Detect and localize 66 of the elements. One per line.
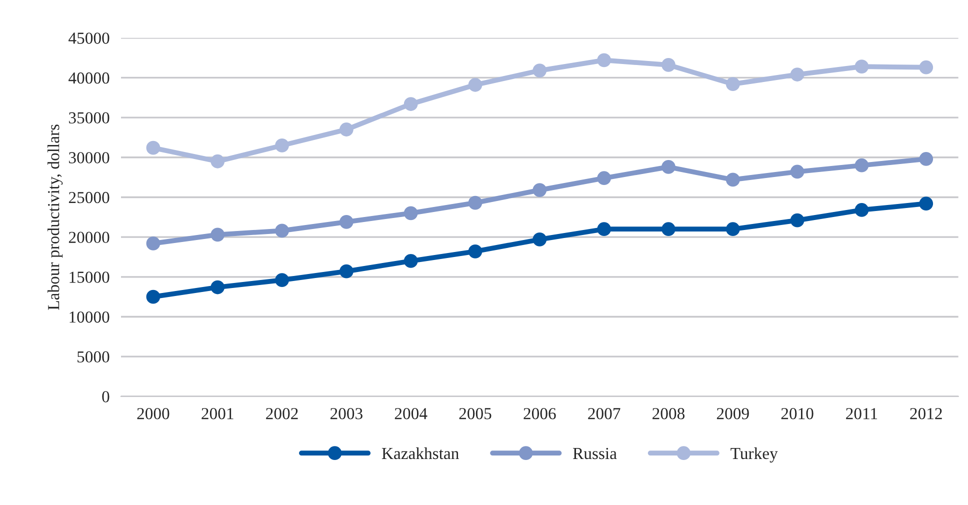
point: [210, 280, 225, 294]
point: [662, 58, 676, 72]
y-axis-title: Labour productivity, dollars: [48, 124, 63, 310]
point: [919, 196, 934, 211]
y-tick-label: 0: [102, 391, 110, 402]
point: [854, 158, 869, 172]
point: [210, 154, 225, 168]
legend-label: Turkey: [730, 447, 778, 463]
x-tick-label: 2007: [588, 408, 620, 420]
point: [919, 152, 934, 166]
x-tick-label: 2006: [524, 408, 556, 420]
point: [532, 232, 547, 246]
point: [210, 228, 225, 242]
y-tick-label: 15000: [70, 272, 110, 283]
point: [790, 164, 804, 179]
point: [275, 138, 289, 152]
point: [532, 64, 547, 78]
x-tick-label: 2009: [716, 408, 749, 420]
x-tick-label: 2004: [394, 408, 428, 420]
point: [726, 77, 740, 92]
point: [468, 196, 482, 210]
x-tick-label: 2002: [266, 408, 298, 420]
y-tick-label: 30000: [69, 152, 110, 164]
point: [275, 224, 289, 238]
x-tick-label: 2001: [202, 408, 234, 420]
point: [339, 214, 354, 229]
point: [532, 183, 547, 198]
point: [597, 53, 612, 68]
point: [854, 60, 869, 74]
point: [146, 140, 160, 155]
point: [597, 222, 612, 236]
point: [275, 273, 289, 288]
point: [726, 222, 740, 236]
y-tick-label: 35000: [69, 112, 110, 124]
point: [468, 244, 482, 258]
point: [404, 206, 418, 220]
point: [790, 68, 804, 82]
x-tick-label: 2010: [781, 408, 814, 420]
y-tick-label: 40000: [68, 72, 110, 84]
y-tick-label: 20000: [68, 232, 110, 244]
point: [790, 213, 804, 228]
point: [404, 97, 418, 111]
legend-label: Russia: [573, 448, 617, 460]
point: [919, 60, 934, 74]
point: [726, 172, 740, 187]
x-tick-label: 2012: [910, 408, 942, 420]
y-tick-label: 10000: [70, 311, 110, 323]
x-tick-label: 2000: [137, 408, 170, 420]
point: [146, 290, 160, 304]
y-tick-label: 45000: [68, 32, 110, 44]
y-tick-label: 25000: [68, 192, 110, 204]
point: [662, 222, 676, 236]
legend-label: Kazakhstan: [382, 447, 459, 460]
x-tick-label: 2003: [330, 408, 362, 420]
point: [468, 78, 482, 92]
x-tick-label: 2005: [459, 408, 492, 420]
point: [662, 160, 676, 174]
y-tick-label: 5000: [78, 351, 110, 363]
x-tick-label: 2011: [846, 408, 878, 420]
point: [339, 264, 354, 278]
point: [854, 203, 869, 217]
point: [339, 122, 354, 136]
x-tick-label: 2008: [652, 408, 685, 420]
point: [146, 236, 160, 250]
point: [404, 254, 418, 268]
point: [597, 171, 612, 186]
